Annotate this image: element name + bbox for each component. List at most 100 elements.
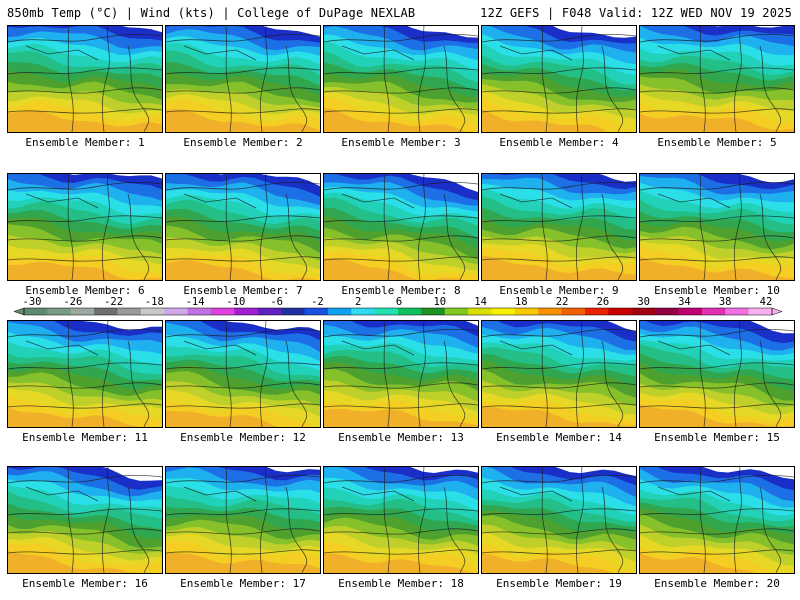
ensemble-panel-8[interactable]: Ensemble Member: 8: [323, 173, 479, 297]
state-border: [166, 235, 320, 242]
state-border: [127, 193, 150, 280]
state-border: [8, 403, 162, 409]
state-border: [166, 528, 320, 535]
panel-label: Ensemble Member: 14: [496, 431, 622, 444]
temp-band: [640, 256, 794, 280]
ensemble-panel-1[interactable]: Ensemble Member: 1: [7, 25, 163, 149]
state-border: [324, 508, 478, 516]
state-border: [101, 467, 110, 573]
ensemble-panel-10[interactable]: Ensemble Member: 10: [639, 173, 795, 297]
ensemble-panel-18[interactable]: Ensemble Member: 18: [323, 466, 479, 590]
state-border: [8, 328, 162, 338]
ensemble-panel-5[interactable]: Ensemble Member: 5: [639, 25, 795, 149]
ensemble-panel-16[interactable]: Ensemble Member: 16: [7, 466, 163, 590]
ensemble-panel-15[interactable]: Ensemble Member: 15: [639, 320, 795, 444]
temp-band: [640, 553, 757, 573]
map-image: [7, 25, 163, 133]
panel-label: Ensemble Member: 20: [654, 577, 780, 590]
state-border: [8, 256, 162, 262]
map-image: [7, 173, 163, 281]
ensemble-panel-4[interactable]: Ensemble Member: 4: [481, 25, 637, 149]
ensemble-panel-17[interactable]: Ensemble Member: 17: [165, 466, 321, 590]
colorbar-tick-label: 42: [760, 296, 773, 308]
state-border: [324, 256, 478, 262]
colorbar-swatch: [631, 308, 656, 315]
header: 850mb Temp (°C) | Wind (kts) | College o…: [0, 0, 800, 22]
state-border: [733, 321, 742, 427]
state-border: [341, 486, 415, 502]
state-border: [67, 321, 74, 427]
state-border: [759, 340, 782, 427]
ensemble-panel-6[interactable]: Ensemble Member: 6: [7, 173, 163, 297]
state-border: [417, 321, 426, 427]
ensemble-panel-12[interactable]: Ensemble Member: 12: [165, 320, 321, 444]
panel-label: Ensemble Member: 17: [180, 577, 306, 590]
state-border: [699, 321, 706, 427]
temp-band: [482, 553, 614, 573]
temp-band: [482, 109, 609, 132]
colorbar-swatch: [491, 308, 516, 315]
colorbar-swatch: [257, 308, 282, 315]
state-border: [482, 215, 636, 223]
state-border: [324, 474, 478, 484]
state-border: [259, 174, 268, 280]
state-border: [324, 215, 478, 223]
colorbar-swatch: [140, 308, 165, 315]
state-border: [482, 528, 636, 535]
colorbar-swatch: [211, 308, 235, 315]
state-border: [443, 193, 466, 280]
state-border: [640, 549, 794, 555]
panel-label: Ensemble Member: 9: [499, 284, 619, 297]
temp-band: [166, 552, 320, 573]
state-border: [482, 362, 636, 370]
state-border: [640, 256, 794, 262]
colorbar-swatch: [70, 308, 95, 315]
ensemble-panel-11[interactable]: Ensemble Member: 11: [7, 320, 163, 444]
colorbar-swatch: [701, 308, 726, 315]
colorbar-swatch: [538, 308, 562, 315]
map-image: [165, 466, 321, 574]
colorbar-tick-label: -10: [226, 296, 245, 308]
state-border: [759, 486, 782, 573]
state-border: [482, 108, 636, 114]
panel-label: Ensemble Member: 4: [499, 136, 619, 149]
state-border: [25, 340, 99, 356]
colorbar-tick-label: -6: [270, 296, 283, 308]
map-image: [639, 466, 795, 574]
map-image: [323, 466, 479, 574]
state-border: [8, 215, 162, 223]
colorbar-tick-label: 2: [355, 296, 361, 308]
ensemble-panel-14[interactable]: Ensemble Member: 14: [481, 320, 637, 444]
state-border: [640, 181, 794, 191]
state-border: [8, 181, 162, 191]
state-border: [127, 486, 150, 573]
panel-label: Ensemble Member: 13: [338, 431, 464, 444]
state-border: [640, 87, 794, 94]
ensemble-panel-20[interactable]: Ensemble Member: 20: [639, 466, 795, 590]
state-border: [67, 467, 74, 573]
state-border: [640, 474, 794, 484]
state-border: [541, 26, 548, 132]
ensemble-panel-9[interactable]: Ensemble Member: 9: [481, 173, 637, 297]
ensemble-panel-7[interactable]: Ensemble Member: 7: [165, 173, 321, 297]
state-border: [640, 328, 794, 338]
colorbar-swatch: [327, 308, 352, 315]
ensemble-panel-19[interactable]: Ensemble Member: 19: [481, 466, 637, 590]
temp-band: [324, 553, 472, 573]
state-border: [8, 87, 162, 94]
state-border: [383, 26, 390, 132]
state-border: [166, 362, 320, 370]
state-border: [699, 467, 706, 573]
ensemble-panel-13[interactable]: Ensemble Member: 13: [323, 320, 479, 444]
state-border: [25, 45, 99, 61]
colorbar-swatch: [164, 308, 188, 315]
colorbar-tick-label: 22: [556, 296, 569, 308]
ensemble-panel-3[interactable]: Ensemble Member: 3: [323, 25, 479, 149]
state-border: [575, 467, 584, 573]
temp-band: [324, 257, 463, 280]
colorbar-swatch: [444, 308, 469, 315]
run-valid-time: 12Z GEFS | F048 Valid: 12Z WED NOV 19 20…: [480, 6, 792, 20]
state-border: [341, 340, 415, 356]
ensemble-panel-2[interactable]: Ensemble Member: 2: [165, 25, 321, 149]
colorbar-swatch: [281, 308, 305, 315]
